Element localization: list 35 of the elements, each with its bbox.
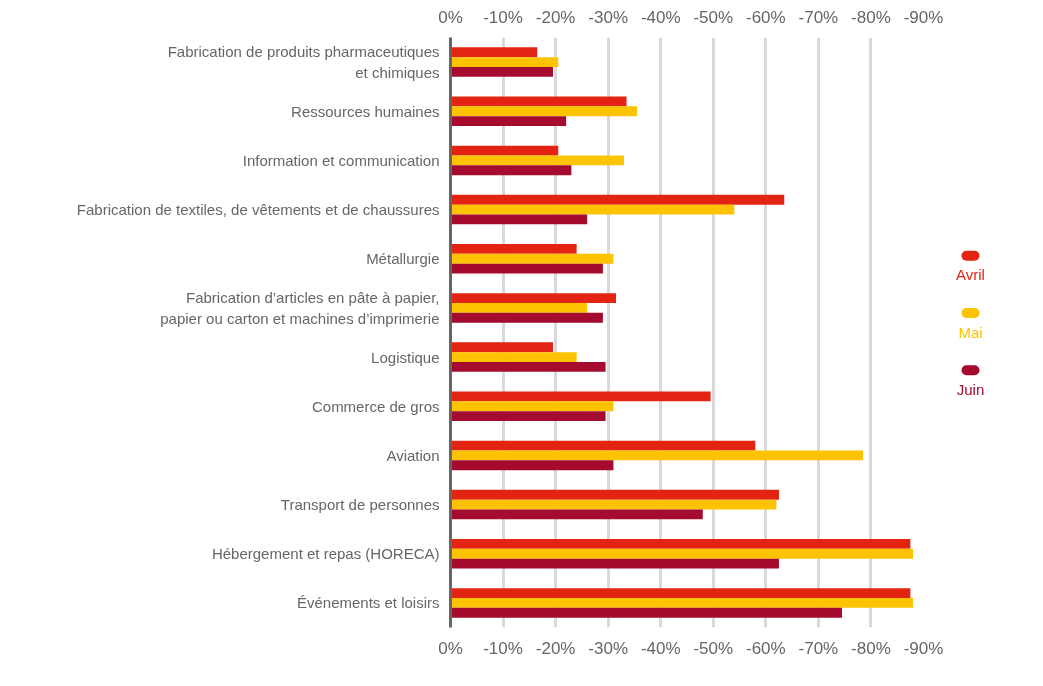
y-tick-label: Transport de personnes [280, 496, 440, 514]
legend-label: Mai [958, 323, 983, 341]
x2-tick-label: -50% [693, 638, 734, 658]
x-tick-label: -10% [483, 7, 523, 27]
y-tick-label: Commerce de gros [311, 397, 440, 415]
x2-tick-label: -60% [745, 638, 786, 658]
x-tick-label: -50% [693, 7, 734, 27]
x-tick-label: -90% [903, 7, 944, 27]
y-tick-label: Fabrication d’articles en pâte à papier, papier ou carton et machines d’imprimerie [160, 289, 440, 327]
x2-tick-label: -40% [640, 638, 681, 658]
y-tick-label: Information et communication [242, 151, 440, 169]
x-tick-label: -40% [640, 7, 681, 27]
x2-tick-label: -20% [535, 638, 576, 658]
y-tick-label: Métallurgie [366, 250, 440, 268]
x-tick-label: -80% [851, 7, 891, 27]
legend-label: Avril [956, 266, 985, 284]
x-tick-label: -70% [798, 7, 839, 27]
y-tick-label: Aviation [386, 446, 440, 464]
x-tick-label: -30% [588, 7, 629, 27]
y-tick-label: Ressources humaines [291, 102, 440, 120]
x-tick-label: -60% [745, 7, 786, 27]
y-tick-label: Hébergement et repas (HORECA) [211, 545, 440, 563]
x2-tick-label: -70% [798, 638, 839, 658]
x-tick-label: 0% [438, 7, 463, 27]
x-tick-label: -20% [535, 7, 576, 27]
y-tick-label: Fabrication de textiles, de vêtements et de chaussures [76, 201, 440, 219]
x2-tick-label: -10% [483, 638, 523, 658]
x2-tick-label: -80% [851, 638, 891, 658]
y-tick-label: Événements et loisirs [296, 594, 440, 612]
legend-label: Juin [956, 380, 985, 398]
x2-tick-label: -30% [588, 638, 629, 658]
y-tick-label: Fabrication de produits pharmaceutiques et chimiques [167, 43, 440, 81]
y-tick-label: Logistique [371, 348, 440, 366]
x2-tick-label: 0% [438, 638, 463, 658]
x2-tick-label: -90% [903, 638, 944, 658]
